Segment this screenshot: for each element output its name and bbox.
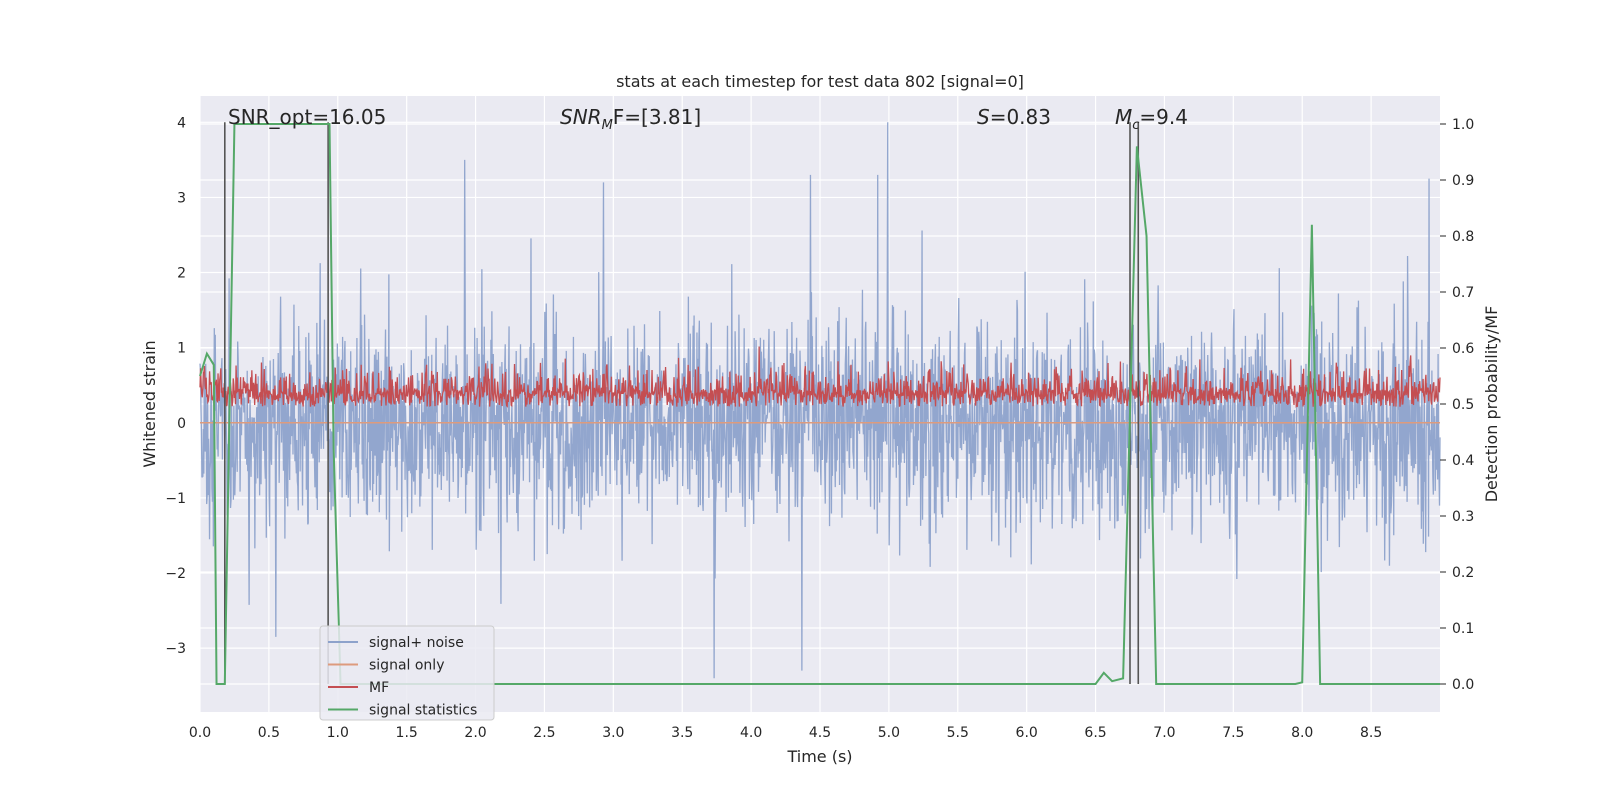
y-right-tick-label: 0.5: [1452, 397, 1474, 413]
y-left-tick-label: 4: [177, 115, 186, 131]
annotation-mc-base: M: [1115, 105, 1132, 129]
legend-label: signal statistics: [369, 703, 477, 719]
y-left-tick-label: 0: [177, 416, 186, 432]
annotation-mc-rest: =9.4: [1139, 105, 1188, 129]
vertical-markers: [224, 122, 1140, 684]
y-left-tick-label: −3: [165, 641, 186, 657]
annotation-snr-mf-sub: M: [602, 118, 613, 133]
y-right-tick-label: 0.8: [1452, 229, 1474, 245]
x-tick-label: 8.0: [1291, 725, 1313, 741]
y-right-tick-label: 0.7: [1452, 285, 1474, 301]
x-tick-label: 3.0: [602, 725, 624, 741]
mf-line: [199, 346, 1441, 408]
annotation-s-base: S: [977, 105, 990, 129]
signal-noise-line: [199, 122, 1441, 679]
y-right-tick-label: 0.0: [1452, 677, 1474, 693]
annotation-snr-mf-rest: F=[3.81]: [613, 105, 701, 129]
x-tick-label: 6.0: [1016, 725, 1038, 741]
y-right-axis-ticks: 0.0 0.1 0.2 0.3 0.4 0.5 0.6 0.7 0.8 0.9 1.0: [1440, 117, 1474, 693]
y-right-tick-label: 0.4: [1452, 453, 1474, 469]
x-tick-label: 0.5: [258, 725, 280, 741]
signal-statistics-line: [199, 123, 1440, 685]
legend-box: [319, 625, 495, 721]
y-right-tick-label: 0.9: [1452, 173, 1474, 189]
annotation-mc: Mc=9.4: [1115, 105, 1188, 133]
x-axis-ticks: 0.0 0.5 1.0 1.5 2.0 2.5 3.0 3.5 4.0 4.5 5.0 5.5 6.0 6…: [189, 725, 1382, 741]
mf-series: [199, 346, 1441, 408]
annotation-mc-sub: c: [1132, 118, 1139, 133]
legend-label: signal+ noise: [369, 635, 464, 651]
y-right-axis-label: Detection probability/MF: [1482, 306, 1501, 503]
y-right-tick-label: 1.0: [1452, 117, 1474, 133]
y-left-axis-ticks: −3 −2 −1 0 1 2 3 4: [165, 115, 186, 657]
x-tick-label: 5.0: [878, 725, 900, 741]
y-left-tick-label: 3: [177, 190, 186, 206]
x-tick-label: 6.5: [1084, 725, 1106, 741]
y-right-tick-label: 0.6: [1452, 341, 1474, 357]
x-tick-label: 1.0: [327, 725, 349, 741]
annotation-snr-mf: SNRMF=[3.81]: [560, 105, 701, 133]
y-right-tick-label: 0.1: [1452, 621, 1474, 637]
x-tick-label: 8.5: [1360, 725, 1382, 741]
signal-statistics-series: [199, 123, 1440, 685]
x-tick-label: 7.5: [1222, 725, 1244, 741]
legend-label: MF: [369, 680, 389, 696]
x-tick-label: 3.5: [671, 725, 693, 741]
x-tick-label: 2.5: [533, 725, 555, 741]
y-left-tick-label: 1: [177, 341, 186, 357]
y-right-tick-label: 0.2: [1452, 565, 1474, 581]
x-tick-label: 7.0: [1153, 725, 1175, 741]
annotation-snr-mf-base: SNR: [560, 105, 602, 129]
x-tick-label: 4.0: [740, 725, 762, 741]
annotation-snr-opt: SNR_opt=16.05: [228, 105, 386, 129]
annotation-s-rest: =0.83: [990, 105, 1051, 129]
x-tick-label: 5.5: [947, 725, 969, 741]
x-tick-label: 1.5: [396, 725, 418, 741]
legend: signal+ noise signal only MF signal statist…: [319, 625, 495, 721]
legend-label: signal only: [369, 658, 444, 674]
annotation-s: S=0.83: [977, 105, 1051, 129]
x-tick-label: 0.0: [189, 725, 211, 741]
signal-noise-series: [199, 122, 1441, 679]
y-left-axis-label: Whitened strain: [140, 340, 159, 467]
chart-title: stats at each timestep for test data 802…: [616, 72, 1024, 91]
x-tick-label: 2.0: [464, 725, 486, 741]
y-right-tick-label: 0.3: [1452, 509, 1474, 525]
x-tick-label: 4.5: [809, 725, 831, 741]
x-axis-label: Time (s): [786, 747, 852, 766]
y-left-tick-label: 2: [177, 266, 186, 282]
y-left-tick-label: −2: [165, 566, 186, 582]
y-left-tick-label: −1: [165, 491, 186, 507]
